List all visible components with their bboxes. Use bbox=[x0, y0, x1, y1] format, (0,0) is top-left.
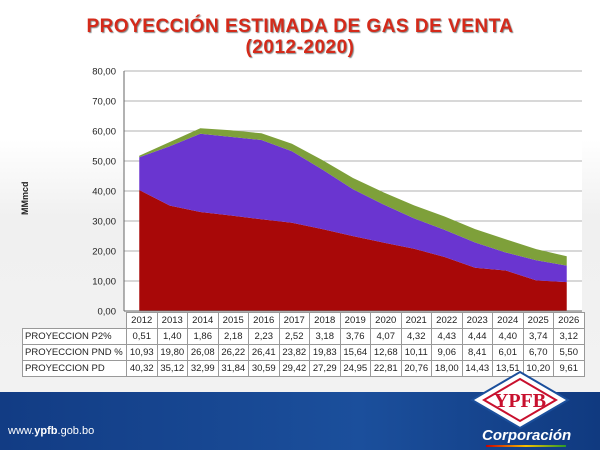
footer-url[interactable]: www.ypfb.gob.bo bbox=[8, 425, 95, 437]
data-label: 15,64 bbox=[339, 344, 371, 361]
data-label: 9,06 bbox=[431, 344, 463, 361]
data-label: 19,83 bbox=[309, 344, 341, 361]
x-tick-label: 2015 bbox=[217, 312, 249, 329]
data-label: 1,40 bbox=[156, 328, 188, 345]
series-label: PROYECCION PD bbox=[22, 360, 127, 377]
area-proyeccion-p2 bbox=[139, 128, 567, 266]
y-tick-label: 30,00 bbox=[92, 217, 116, 228]
data-label: 27,29 bbox=[309, 360, 341, 377]
data-label: 2,18 bbox=[217, 328, 249, 345]
data-label: 4,07 bbox=[370, 328, 402, 345]
data-label: 24,95 bbox=[339, 360, 371, 377]
data-label: 20,76 bbox=[400, 360, 432, 377]
table-row: PROYECCION P2% 0,51 1,40 1,86 2,18 2,23 2,52 3,… bbox=[22, 328, 585, 345]
data-label: 26,08 bbox=[187, 344, 219, 361]
data-label: 6,01 bbox=[492, 344, 524, 361]
slide-title: PROYECCIÓN ESTIMADA DE GAS DE VENTA bbox=[86, 16, 514, 37]
data-label: 4,40 bbox=[492, 328, 524, 345]
area-chart: 0,00 10,00 20,00 30,00 40,00 50,00 60,00 70,00 8… bbox=[92, 67, 582, 318]
data-label: 35,12 bbox=[156, 360, 188, 377]
data-label: 30,59 bbox=[248, 360, 280, 377]
data-label: 3,76 bbox=[339, 328, 371, 345]
data-label: 23,82 bbox=[278, 344, 310, 361]
data-label: 31,84 bbox=[217, 360, 249, 377]
data-label: 9,61 bbox=[553, 360, 585, 377]
data-label: 2,52 bbox=[278, 328, 310, 345]
y-tick-label: 10,00 bbox=[92, 277, 116, 288]
data-label: 0,51 bbox=[126, 328, 158, 345]
x-tick-label: 2025 bbox=[522, 312, 554, 329]
data-label: 3,74 bbox=[522, 328, 554, 345]
table-row: PROYECCION PND % 10,93 19,80 26,08 26,22 26,4… bbox=[22, 344, 585, 361]
data-label: 4,44 bbox=[461, 328, 493, 345]
y-tick-label: 0,00 bbox=[98, 307, 117, 318]
logo-subtitle: Corporación bbox=[482, 427, 572, 444]
data-label: 3,18 bbox=[309, 328, 341, 345]
data-label: 32,99 bbox=[187, 360, 219, 377]
data-label: 18,00 bbox=[431, 360, 463, 377]
data-label: 19,80 bbox=[156, 344, 188, 361]
data-label: 4,32 bbox=[400, 328, 432, 345]
svg-text:YPFB: YPFB bbox=[494, 390, 546, 412]
logo-underline bbox=[486, 445, 566, 447]
slide-subtitle: (2012-2020) bbox=[245, 37, 355, 58]
y-tick-label: 40,00 bbox=[92, 187, 116, 198]
area-proyeccion-pd bbox=[139, 190, 567, 311]
series-label: PROYECCION P2% bbox=[22, 328, 127, 345]
data-label: 10,20 bbox=[522, 360, 554, 377]
y-tick-label: 70,00 bbox=[92, 97, 116, 108]
data-label: 8,41 bbox=[461, 344, 493, 361]
data-label: 1,86 bbox=[187, 328, 219, 345]
x-tick-label: 2026 bbox=[553, 312, 585, 329]
x-tick-label: 2016 bbox=[248, 312, 280, 329]
table-row: PROYECCION PD 40,32 35,12 32,99 31,84 30,59 29… bbox=[22, 360, 585, 377]
data-label: 2,23 bbox=[248, 328, 280, 345]
data-label: 10,93 bbox=[126, 344, 158, 361]
data-label: 13,51 bbox=[492, 360, 524, 377]
x-tick-label: 2012 bbox=[126, 312, 158, 329]
series-label: PROYECCION PND % bbox=[22, 344, 127, 361]
data-label: 4,43 bbox=[431, 328, 463, 345]
y-axis-label: MMmcd bbox=[20, 181, 30, 216]
x-tick-label: 2021 bbox=[400, 312, 432, 329]
data-label: 10,11 bbox=[400, 344, 432, 361]
data-label: 6,70 bbox=[522, 344, 554, 361]
y-tick-label: 50,00 bbox=[92, 157, 116, 168]
data-label: 26,22 bbox=[217, 344, 249, 361]
area-proyeccion-pnd bbox=[139, 133, 567, 283]
x-tick-label: 2018 bbox=[309, 312, 341, 329]
y-tick-label: 80,00 bbox=[92, 67, 116, 78]
x-tick-label: 2023 bbox=[461, 312, 493, 329]
data-label: 40,32 bbox=[126, 360, 158, 377]
data-label: 12,68 bbox=[370, 344, 402, 361]
data-label: 29,42 bbox=[278, 360, 310, 377]
data-label: 5,50 bbox=[553, 344, 585, 361]
data-label: 22,81 bbox=[370, 360, 402, 377]
y-tick-label: 60,00 bbox=[92, 127, 116, 138]
table-corner bbox=[23, 313, 127, 329]
x-tick-label: 2020 bbox=[370, 312, 402, 329]
x-tick-label: 2017 bbox=[278, 312, 310, 329]
x-tick-label: 2014 bbox=[187, 312, 219, 329]
data-table: 2012 2013 2014 2015 2016 2017 2018 2019 2020 2021… bbox=[22, 312, 585, 377]
x-tick-label: 2024 bbox=[492, 312, 524, 329]
x-tick-label: 2022 bbox=[431, 312, 463, 329]
x-tick-label: 2019 bbox=[339, 312, 371, 329]
x-tick-label: 2013 bbox=[156, 312, 188, 329]
data-label: 26,41 bbox=[248, 344, 280, 361]
ypfb-logo: YPFB bbox=[470, 370, 570, 430]
data-label: 3,12 bbox=[553, 328, 585, 345]
y-tick-label: 20,00 bbox=[92, 247, 116, 258]
data-label: 14,43 bbox=[461, 360, 493, 377]
